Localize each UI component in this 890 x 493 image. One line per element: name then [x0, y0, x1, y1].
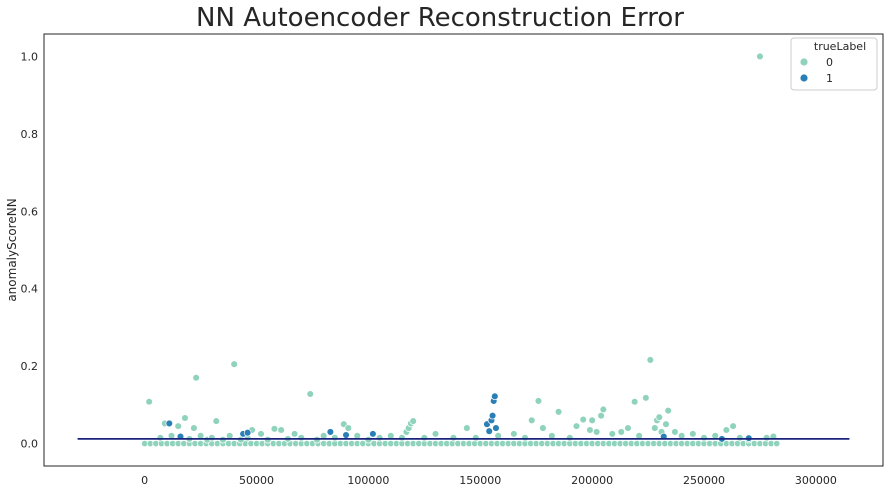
data-point-label-0: [409, 417, 417, 425]
data-point-label-0: [655, 413, 664, 421]
data-point-label-0: [756, 52, 764, 61]
legend-label-0: 0: [826, 56, 833, 69]
data-point-label-0: [510, 430, 518, 438]
data-point-label-0: [588, 416, 596, 425]
legend-title: trueLabel: [814, 40, 866, 53]
data-point-label-1: [326, 428, 335, 436]
data-point-label-0: [534, 397, 543, 405]
data-point-label-0: [270, 425, 279, 433]
data-point-label-0: [527, 416, 536, 425]
data-point-label-0: [572, 422, 581, 430]
data-point-label-0: [630, 397, 639, 406]
data-point-label-0: [212, 417, 221, 425]
data-point-label-0: [579, 415, 587, 424]
data-point-label-0: [463, 424, 471, 432]
data-point-label-1: [369, 430, 377, 438]
y-axis-label: anomalyScoreNN: [5, 198, 19, 301]
data-point-label-1: [488, 411, 497, 420]
x-tick-label: 250000: [683, 474, 725, 487]
data-point-label-0: [174, 422, 182, 430]
data-point-label-0: [230, 360, 238, 368]
data-point-label-0: [145, 397, 153, 406]
x-tick-label: 50000: [239, 474, 274, 487]
data-point-label-0: [257, 430, 265, 438]
data-point-label-0: [297, 433, 306, 442]
data-point-label-0: [539, 424, 547, 432]
data-point-label-0: [722, 426, 731, 434]
x-tick-label: 0: [141, 474, 148, 487]
y-tick-label: 1.0: [21, 50, 39, 63]
data-point-label-0: [344, 424, 353, 432]
data-point-label-0: [599, 405, 608, 414]
data-point-label-0: [586, 426, 594, 434]
data-point-label-0: [662, 420, 670, 428]
data-point-label-0: [671, 428, 679, 436]
data-point-label-0: [554, 408, 563, 416]
data-point-label-0: [190, 424, 198, 432]
x-tick-label: 300000: [795, 474, 837, 487]
data-point-label-0: [664, 406, 672, 415]
data-point-label-0: [762, 433, 771, 442]
x-axis: 0 50000 100000 150000 200000 250000 300000: [141, 474, 837, 487]
data-point-label-0: [331, 433, 339, 442]
data-point-label-0: [398, 433, 406, 442]
data-point-label-0: [651, 424, 659, 432]
y-tick-label: 0.6: [21, 205, 39, 218]
data-point-label-1: [342, 431, 350, 439]
x-tick-label: 200000: [571, 474, 613, 487]
data-point-label-0: [277, 426, 285, 434]
data-point-label-0: [192, 373, 200, 382]
y-tick-label: 0.4: [21, 283, 39, 296]
y-tick-label: 0.8: [21, 128, 39, 141]
legend-marker-0: [799, 57, 809, 67]
data-point-label-0: [181, 414, 189, 422]
data-point-label-1: [491, 392, 499, 401]
legend-box: [790, 37, 878, 91]
data-point-label-1: [492, 424, 500, 432]
data-point-label-1: [165, 419, 174, 428]
data-point-label-0: [375, 433, 384, 442]
x-tick-label: 150000: [459, 474, 501, 487]
x-tick-label: 100000: [347, 474, 389, 487]
data-point-label-0: [420, 433, 429, 442]
data-point-label-0: [566, 433, 574, 442]
data-point-label-0: [689, 430, 697, 438]
legend-marker-1: [799, 73, 809, 83]
y-tick-label: 0.0: [21, 438, 39, 451]
data-point-label-0: [290, 430, 299, 438]
data-point-label-0: [306, 390, 314, 398]
chart-title: NN Autoencoder Reconstruction Error: [196, 3, 684, 33]
data-point: [773, 439, 781, 448]
data-point-label-0: [608, 430, 617, 438]
data-point-label-0: [729, 422, 737, 430]
data-point-label-0: [646, 356, 655, 364]
y-axis: 0.0 0.2 0.4 0.6 0.8 1.0: [21, 50, 39, 450]
data-point-label-0: [472, 433, 480, 442]
data-point-label-0: [617, 428, 625, 436]
legend-label-1: 1: [826, 72, 833, 85]
data-point-label-0: [624, 424, 632, 432]
plot-area: [43, 33, 884, 467]
data-point-label-0: [736, 433, 744, 442]
data-point-label-0: [431, 430, 440, 438]
data-point-label-0: [449, 433, 458, 442]
data-point-label-0: [156, 433, 165, 442]
data-point-label-1: [243, 428, 252, 437]
data-point-label-1: [485, 427, 493, 435]
legend: trueLabel 0 1: [790, 37, 878, 91]
data-point-label-0: [642, 394, 650, 402]
data-point-label-0: [208, 433, 216, 442]
data-point-label-0: [597, 411, 605, 420]
y-tick-label: 0.2: [21, 360, 39, 373]
data-marks: [77, 52, 850, 448]
data-point-label-0: [700, 433, 708, 442]
data-point-label-0: [521, 433, 529, 442]
data-point-label-0: [592, 428, 601, 436]
